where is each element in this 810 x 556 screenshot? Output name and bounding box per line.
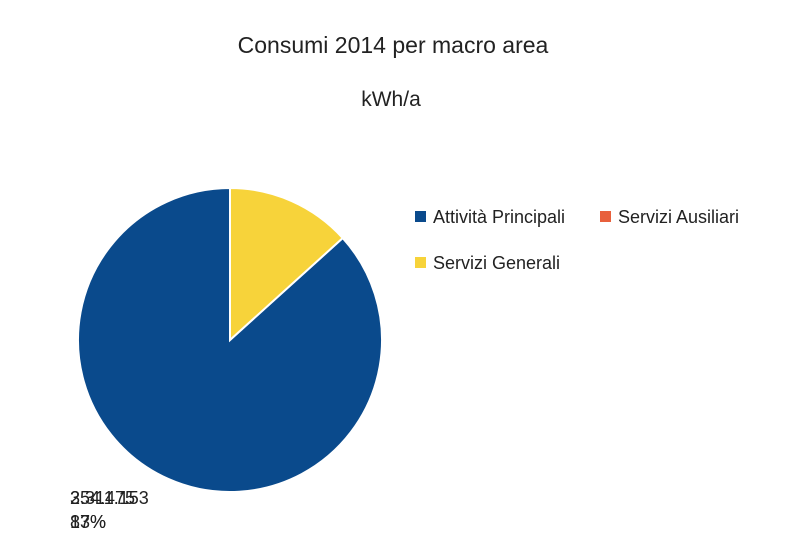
chart-subtitle: kWh/a bbox=[361, 88, 421, 111]
chart-legend: Attività Principali Servizi Ausiliari Serv… bbox=[415, 207, 739, 273]
pie-slice-servizi-generali bbox=[229, 186, 345, 343]
data-label-value-attivita-principali: 2.311.153 bbox=[70, 488, 149, 508]
legend-swatch bbox=[415, 211, 426, 222]
legend-swatch bbox=[415, 257, 426, 268]
legend-label: Attività Principali bbox=[433, 207, 565, 227]
legend-swatch bbox=[600, 211, 611, 222]
legend-item-attivita-principali: Attività Principali bbox=[415, 207, 565, 227]
data-label-value-servizi-generali: 354.475 bbox=[70, 488, 135, 508]
legend-item-servizi-ausiliari: Servizi Ausiliari bbox=[600, 207, 739, 227]
slice-labels: 2.311.153 87% 354.475 13% bbox=[70, 488, 149, 532]
data-label-percent-attivita-principali: 87% bbox=[70, 512, 106, 532]
data-label-percent-servizi-generali: 13% bbox=[70, 512, 106, 532]
legend-label: Servizi Generali bbox=[433, 253, 560, 273]
chart-title: Consumi 2014 per macro area bbox=[238, 32, 549, 58]
pie-slices bbox=[77, 186, 383, 493]
legend-label: Servizi Ausiliari bbox=[618, 207, 739, 227]
legend-item-servizi-generali: Servizi Generali bbox=[415, 253, 560, 273]
